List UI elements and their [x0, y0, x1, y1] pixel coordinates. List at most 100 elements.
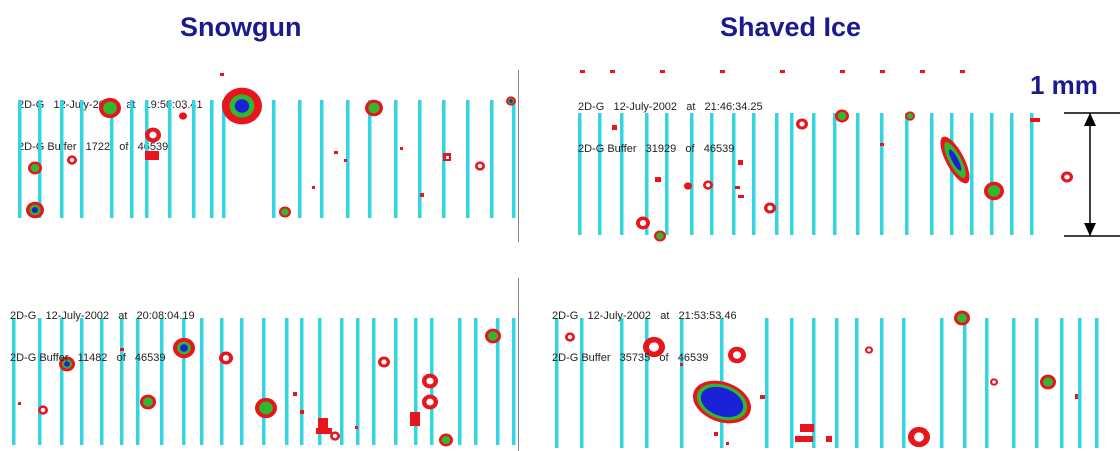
panel-2-buffer: 2D-G Buffer 31929 of 46539	[578, 143, 735, 155]
ice-particle-middle	[957, 313, 967, 323]
ice-particle-middle	[906, 113, 914, 119]
ice-particle-hole	[767, 205, 773, 211]
ice-particle-hole	[222, 355, 230, 361]
ice-particle-hole	[381, 359, 387, 365]
probe-shadow-bar	[856, 113, 860, 235]
particle-fragment	[1075, 394, 1078, 399]
probe-shadow-bar	[1012, 318, 1016, 448]
ice-particle-hole	[149, 131, 157, 139]
probe-shadow-bar	[710, 113, 714, 235]
ice-particle-middle	[368, 102, 380, 114]
probe-shadow-bar	[990, 113, 994, 235]
probe-shadow-bar	[394, 100, 398, 218]
particle-fragment	[795, 436, 813, 442]
probe-shadow-bar	[38, 318, 42, 445]
ice-particle-hole	[426, 377, 434, 385]
probe-shadow-bar	[318, 318, 322, 445]
particle-fragment	[920, 70, 925, 73]
scale-arrow-down	[1084, 223, 1096, 236]
particle-fragment	[780, 70, 785, 73]
particle-fragment	[410, 412, 420, 426]
particle-fragment	[420, 193, 424, 197]
ice-particle-hole	[732, 351, 742, 359]
particle-fragment	[18, 402, 21, 405]
ice-particle-middle	[441, 435, 451, 445]
probe-shadow-bar	[356, 318, 360, 445]
probe-shadow-bar	[645, 318, 649, 448]
probe-shadow-bar	[950, 113, 954, 235]
probe-shadow-bar	[182, 318, 186, 445]
probe-shadow-bar	[833, 113, 837, 235]
probe-shadow-bar	[394, 318, 398, 445]
probe-shadow-bar	[192, 100, 196, 218]
probe-shadow-bar	[38, 100, 42, 218]
probe-shadow-bar	[130, 100, 134, 218]
particle-fragment	[145, 151, 159, 160]
probe-shadow-bar	[835, 318, 839, 448]
ice-particle-hole	[446, 156, 449, 159]
probe-shadow-bar	[665, 113, 669, 235]
particle-fragment	[220, 73, 224, 76]
panel-4-buffer: 2D-G Buffer 35735 of 46539	[552, 352, 709, 364]
probe-shadow-bar	[905, 113, 909, 235]
probe-shadow-bar	[970, 113, 974, 235]
scale-label: 1 mm	[1030, 70, 1098, 100]
probe-shadow-bar	[368, 100, 372, 218]
probe-shadow-bar	[880, 318, 884, 448]
particle-fragment	[680, 363, 683, 366]
probe-shadow-bar	[940, 318, 944, 448]
probe-shadow-bar	[680, 318, 684, 448]
particle-fragment	[738, 160, 743, 165]
probe-shadow-bar	[645, 113, 649, 235]
probe-shadow-bar	[490, 100, 494, 218]
elongated-ice-layer	[948, 149, 962, 171]
probe-shadow-bar	[18, 100, 22, 218]
particle-fragment	[826, 436, 832, 442]
probe-shadow-bar	[902, 318, 906, 448]
probe-shadow-bar	[272, 100, 276, 218]
probe-shadow-bar	[1035, 318, 1039, 448]
probe-shadow-bar	[458, 318, 462, 445]
probe-shadow-bar	[1060, 318, 1064, 448]
panel-3-buffer: 2D-G Buffer 11482 of 46539	[10, 352, 166, 364]
ice-particle-middle	[656, 232, 664, 240]
probe-shadow-bar	[578, 113, 582, 235]
ice-particle-hole	[639, 220, 647, 226]
particle-fragment	[800, 424, 814, 432]
ice-particle	[179, 112, 187, 120]
particle-fragment	[120, 348, 124, 351]
snowgun-title: Snowgun	[180, 12, 302, 42]
probe-shadow-bar	[555, 318, 559, 448]
ice-particle-hole	[567, 334, 573, 340]
probe-shadow-bar	[240, 318, 244, 445]
ice-particle-middle	[30, 163, 40, 173]
probe-shadow-bar	[1095, 318, 1099, 448]
probe-shadow-bar	[790, 113, 794, 235]
particle-fragment	[660, 70, 665, 73]
probe-shadow-bar	[300, 318, 304, 445]
probe-shadow-bar	[752, 113, 756, 235]
ice-particle-middle	[259, 401, 273, 415]
panel-2-header: 2D-G 12-July-2002 at 21:46:34.25 2D-G Bu…	[578, 72, 763, 170]
ice-particle-middle	[1043, 377, 1053, 387]
probe-shadow-bar	[930, 113, 934, 235]
probe-shadow-bar	[80, 318, 84, 445]
particle-fragment	[312, 186, 315, 189]
probe-shadow-bar	[346, 100, 350, 218]
probe-shadow-bar	[620, 318, 624, 448]
particle-fragment	[355, 426, 358, 429]
probe-shadow-bar	[222, 100, 226, 218]
particle-fragment	[726, 442, 729, 445]
probe-shadow-bar	[1078, 318, 1082, 448]
large-ice-aggregate	[692, 380, 752, 424]
probe-shadow-bar	[598, 113, 602, 235]
probe-shadow-bar	[200, 318, 204, 445]
probe-shadow-bar	[1030, 113, 1034, 235]
panel-4-header: 2D-G 12-July-2002 at 21:53:53.46 2D-G Bu…	[552, 281, 737, 379]
probe-shadow-bar	[855, 318, 859, 448]
ice-particle-hole	[477, 163, 483, 169]
ice-particle-middle	[488, 331, 498, 341]
particle-fragment	[880, 143, 884, 146]
probe-shadow-bar	[418, 100, 422, 218]
